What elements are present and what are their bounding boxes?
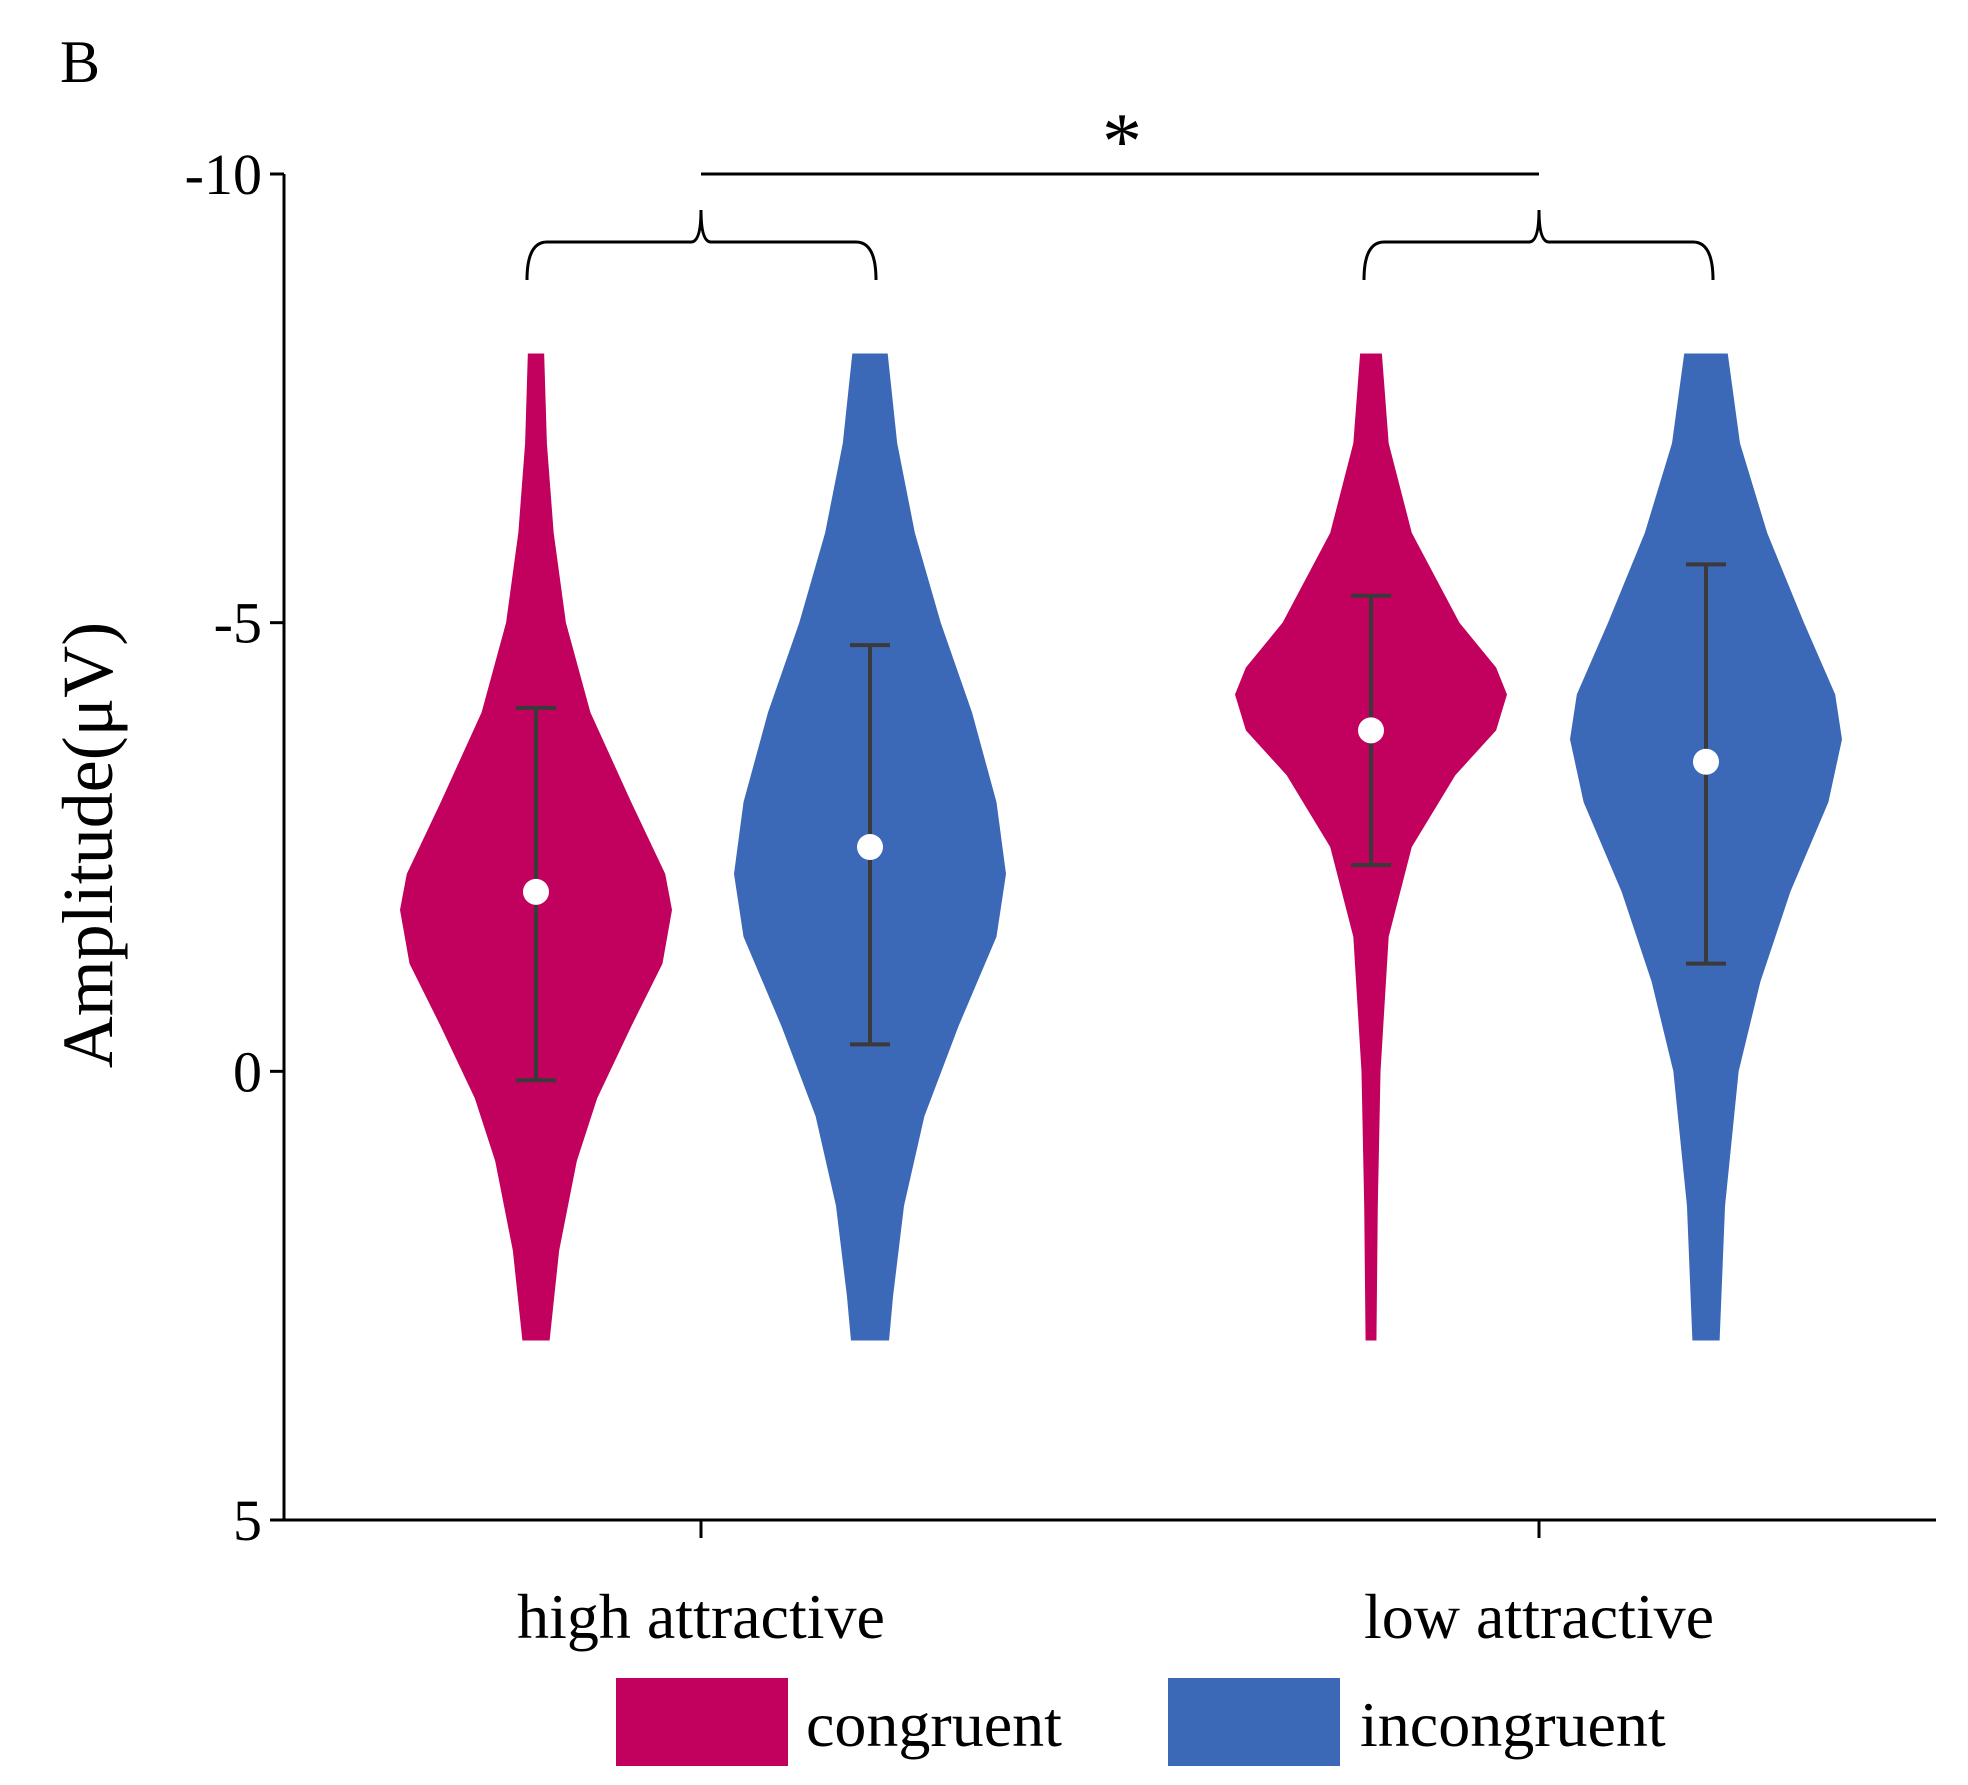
bracket-low-attractive	[1362, 209, 1715, 281]
legend: congruent incongruent	[616, 1678, 1666, 1766]
x-label-high-attractive: high attractive	[517, 1581, 885, 1652]
legend-swatch-incongruent	[1168, 1678, 1340, 1766]
mean-point	[1693, 748, 1719, 775]
y-tick-label: -10	[185, 142, 262, 207]
legend-label-incongruent: incongruent	[1360, 1689, 1666, 1760]
panel-label: B	[60, 29, 100, 95]
legend-swatch-congruent	[616, 1678, 788, 1766]
mean-point	[857, 834, 883, 860]
y-tick-label: -5	[214, 591, 262, 656]
bracket-high-attractive	[525, 209, 878, 281]
y-axis-label: Amplitude(μV)	[48, 622, 128, 1069]
y-tick-label: 0	[233, 1039, 262, 1104]
y-tick-label: 5	[233, 1488, 262, 1553]
significance-star: *	[1102, 98, 1142, 186]
mean-point	[523, 878, 549, 905]
mean-point	[1358, 717, 1384, 744]
x-label-low-attractive: low attractive	[1364, 1581, 1714, 1652]
legend-label-congruent: congruent	[806, 1689, 1062, 1760]
